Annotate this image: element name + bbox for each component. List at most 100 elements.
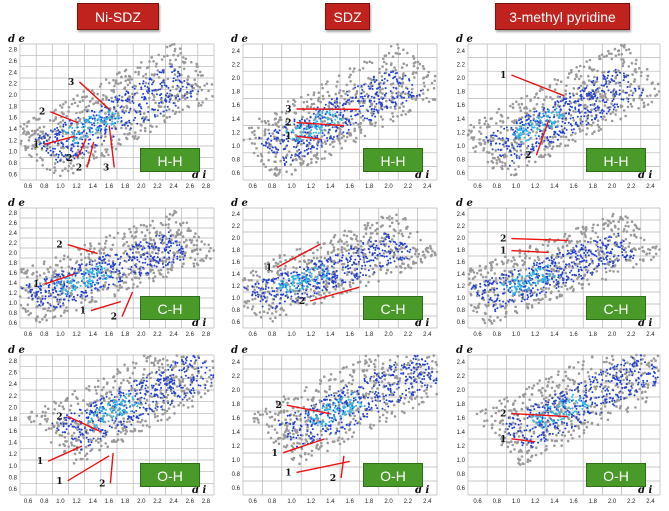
cloud-point — [329, 241, 332, 245]
cloud-point — [498, 142, 501, 145]
cloud-point — [89, 280, 91, 283]
cloud-point — [511, 102, 515, 106]
cloud-point — [129, 268, 132, 271]
cloud-point — [294, 292, 297, 296]
x-tick-label: 2.8 — [202, 184, 211, 190]
cloud-point — [85, 264, 88, 267]
cloud-point — [388, 99, 391, 102]
cloud-point — [278, 274, 281, 277]
cloud-point — [478, 118, 481, 122]
cloud-point — [111, 127, 113, 130]
cloud-point — [148, 276, 151, 280]
x-tick-label: 2.4 — [169, 332, 178, 338]
cloud-point — [83, 256, 87, 260]
cloud-point — [391, 55, 395, 58]
cloud-point — [56, 161, 59, 163]
cloud-point — [73, 101, 77, 105]
cloud-point — [409, 93, 412, 96]
cloud-point — [45, 149, 48, 152]
cloud-point — [496, 129, 499, 132]
cloud-point — [585, 92, 588, 95]
cloud-point — [293, 120, 296, 123]
cloud-point — [352, 70, 355, 73]
cloud-point — [514, 136, 517, 139]
cloud-point — [258, 311, 262, 314]
fingerprint-plot-c-h-sdz: 2.4 2.2 2.0 1.8 1.6 1.4 1.2 1.0 0.8 0.6 0.6 0.8 1.0 1… — [225, 196, 443, 340]
cloud-point — [281, 282, 284, 285]
cloud-point — [251, 131, 254, 134]
cloud-point — [502, 154, 504, 157]
cloud-point — [153, 248, 156, 251]
cloud-point — [394, 107, 397, 110]
cloud-point — [262, 162, 265, 166]
cloud-point — [334, 281, 337, 284]
cloud-point — [274, 146, 277, 149]
cloud-point — [357, 123, 360, 126]
cloud-point — [68, 295, 71, 298]
cloud-point — [71, 139, 74, 142]
y-tick-label: 2.4 — [457, 49, 466, 55]
cloud-point — [623, 76, 626, 79]
cloud-point — [404, 113, 408, 116]
cloud-point — [74, 272, 77, 275]
cloud-point — [383, 243, 386, 246]
cloud-point — [182, 61, 186, 65]
cloud-point — [163, 84, 166, 87]
y-tick-label: 2.8 — [9, 211, 18, 217]
cloud-point — [24, 288, 28, 292]
cloud-point — [395, 213, 398, 217]
cloud-point — [149, 263, 152, 266]
cloud-point — [519, 127, 522, 130]
cloud-point — [317, 265, 320, 268]
cloud-point — [62, 311, 66, 314]
cloud-point — [553, 122, 556, 125]
cloud-point — [148, 258, 151, 261]
cloud-point — [511, 128, 514, 131]
cloud-point — [57, 153, 60, 156]
cloud-point — [520, 133, 523, 136]
cloud-point — [111, 112, 114, 115]
cloud-point — [421, 250, 425, 254]
cloud-point — [506, 167, 510, 171]
cloud-point — [527, 122, 530, 125]
cloud-point — [130, 234, 134, 238]
cloud-point — [326, 90, 330, 94]
cloud-point — [144, 258, 147, 261]
cloud-point — [362, 242, 365, 245]
cloud-point — [559, 95, 561, 98]
cloud-point — [160, 101, 163, 104]
cloud-point — [294, 153, 297, 156]
cloud-point — [642, 89, 644, 92]
cloud-point — [336, 248, 340, 251]
cloud-point — [358, 255, 361, 258]
marker-label: 2 — [66, 154, 72, 164]
cloud-point — [402, 218, 405, 221]
cloud-point — [257, 295, 260, 298]
cloud-point — [506, 147, 509, 150]
cloud-point — [342, 121, 345, 125]
cloud-point — [154, 65, 158, 68]
cloud-point — [393, 105, 396, 108]
y-tick-label: 0.6 — [9, 172, 18, 178]
cloud-point — [550, 147, 554, 151]
cloud-point — [275, 287, 278, 290]
cloud-point — [390, 238, 394, 241]
cloud-point — [102, 121, 105, 123]
cloud-point — [116, 111, 120, 115]
cloud-point — [135, 91, 139, 95]
cloud-point — [128, 227, 131, 231]
cloud-point — [506, 129, 509, 132]
cloud-point — [542, 114, 545, 117]
cloud-point — [176, 54, 180, 57]
cloud-point — [407, 265, 410, 269]
cloud-point — [594, 107, 597, 109]
cloud-point — [104, 242, 107, 245]
cloud-point — [141, 117, 143, 120]
cloud-point — [526, 164, 529, 167]
cloud-point — [318, 126, 321, 129]
cloud-point — [167, 226, 170, 229]
cloud-point — [622, 79, 625, 82]
cloud-point — [105, 235, 108, 239]
cloud-point — [538, 155, 541, 159]
cloud-point — [358, 275, 361, 278]
